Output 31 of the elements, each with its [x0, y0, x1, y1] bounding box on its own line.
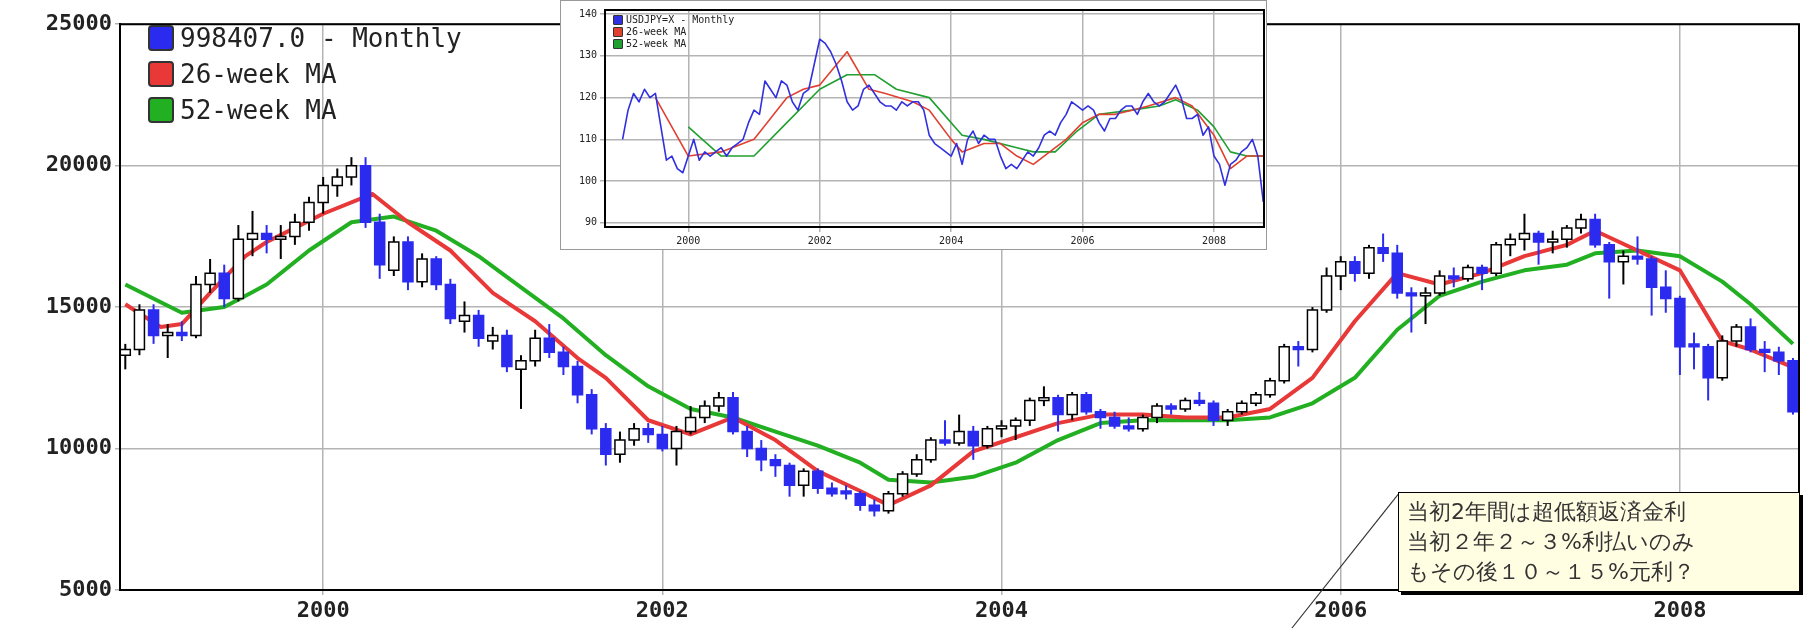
x-tick-label: 2006: [1314, 596, 1368, 622]
annotation: もその後１０～１５%元利？: [1407, 558, 1696, 586]
x-tick-label: 2008: [1201, 234, 1227, 246]
legend-label: 52-week MA: [180, 94, 337, 127]
y-tick-label: 120: [578, 91, 597, 103]
annotation: 当初２年２～３%利払いのみ: [1407, 528, 1696, 556]
x-tick-label: 2006: [1070, 234, 1095, 246]
y-tick-label: 140: [578, 7, 597, 19]
x-tick-label: 2004: [939, 234, 964, 246]
y-tick-label: 5000: [59, 575, 112, 601]
y-tick-label: 15000: [45, 292, 112, 318]
annotation: 当初2年間は超低額返済金利: [1407, 498, 1687, 526]
note-box: 当初2年間は超低額返済金利 当初２年２～３%利払いのみ もその後１０～１５%元利？: [1398, 492, 1800, 592]
y-tick-label: 90: [584, 216, 597, 228]
y-tick-label: 130: [578, 49, 597, 61]
legend-label: 52-week MA: [626, 38, 687, 50]
x-tick-label: 2008: [1653, 596, 1707, 622]
y-tick-label: 20000: [45, 151, 112, 177]
legend-label: 26-week MA: [626, 26, 687, 38]
x-tick-label: 2000: [676, 234, 701, 246]
x-tick-label: 2004: [975, 596, 1029, 622]
legend-label: 998407.0 - Monthly: [180, 22, 462, 55]
y-tick-label: 100: [578, 174, 597, 186]
legend-label: 26-week MA: [180, 58, 337, 91]
legend-label: USDJPY=X - Monthly: [626, 14, 735, 26]
x-tick-label: 2000: [296, 596, 350, 622]
y-tick-label: 25000: [45, 9, 112, 35]
x-tick-label: 2002: [635, 596, 689, 622]
y-tick-label: 10000: [45, 434, 112, 460]
y-tick-label: 110: [578, 132, 597, 144]
x-tick-label: 2002: [807, 234, 832, 246]
